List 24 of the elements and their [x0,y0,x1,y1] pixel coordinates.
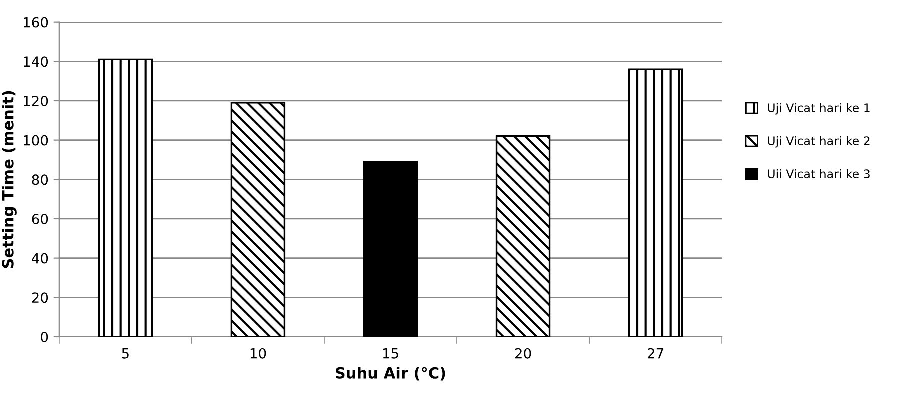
bar [363,161,418,337]
legend-label: Uii Vicat hari ke 3 [768,169,870,179]
y-axis-title: Setting Time (menit) [2,91,17,268]
legend-label: Uji Vicat hari ke 1 [768,103,870,115]
bar [230,102,286,337]
y-tick-label: 80 [32,174,48,186]
bar [496,136,551,337]
y-tick-label: 20 [32,292,48,304]
x-axis-title: Suhu Air (°C) [336,367,446,381]
x-tick-label: 15 [383,348,398,359]
y-tick-label: 120 [24,96,48,106]
y-tick-label: 0 [41,332,48,342]
y-tick-label: 40 [32,253,48,264]
x-tick-label: 27 [648,348,664,359]
legend-label: Uji Vicat hari ke 2 [768,136,870,148]
y-tick-label: 140 [24,56,48,68]
y-tick-label: 160 [24,17,48,28]
x-tick-label: 20 [515,348,532,359]
x-tick-label: 5 [122,348,129,359]
y-tick-label: 100 [24,135,48,146]
x-tick-label: 10 [250,348,266,359]
bar [628,68,684,337]
y-tick-label: 60 [32,214,48,224]
bar [98,58,154,337]
